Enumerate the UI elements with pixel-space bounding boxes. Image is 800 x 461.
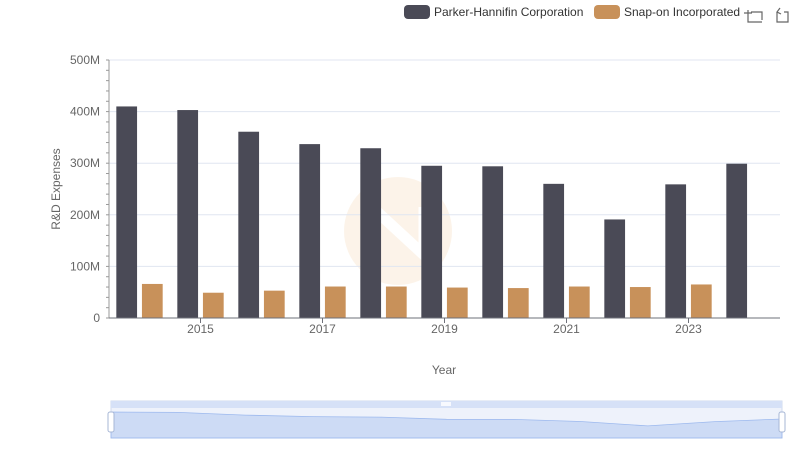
bar-parker-hannifin (665, 184, 687, 318)
bar-snap-on (324, 286, 346, 318)
bar-snap-on (385, 286, 407, 318)
bar-snap-on (629, 287, 651, 318)
y-tick-label: 500M (70, 53, 100, 67)
y-tick-label: 200M (70, 208, 100, 222)
bar-snap-on (202, 292, 224, 318)
y-tick-label: 100M (70, 259, 100, 273)
x-tick-label: 2019 (431, 322, 458, 336)
x-tick-label: 2021 (553, 322, 580, 336)
bar-parker-hannifin (726, 163, 748, 318)
bar-snap-on (507, 288, 529, 318)
slider-drag-handle (441, 402, 451, 406)
bar-parker-hannifin (421, 165, 443, 318)
y-tick-label: 300M (70, 156, 100, 170)
bars (116, 106, 748, 318)
bar-parker-hannifin (177, 110, 199, 318)
y-tick-label: 400M (70, 105, 100, 119)
x-tick-label: 2023 (675, 322, 702, 336)
restore-icon[interactable] (776, 7, 789, 23)
bar-parker-hannifin (299, 144, 321, 318)
bar-snap-on (690, 284, 712, 318)
x-tick-label: 2015 (187, 322, 214, 336)
y-tick-label: 0 (93, 311, 100, 325)
legend-swatch-parker (404, 5, 430, 19)
legend-label-parker: Parker-Hannifin Corporation (434, 5, 583, 19)
zoom-select-icon[interactable] (744, 10, 763, 23)
bar-snap-on (141, 283, 163, 318)
bar-snap-on (446, 287, 468, 318)
bar-snap-on (568, 286, 590, 318)
x-tick-label: 2017 (309, 322, 336, 336)
legend-label-snapon: Snap-on Incorporated (624, 5, 740, 19)
slider-handle-right (778, 411, 786, 433)
bar-parker-hannifin (360, 148, 382, 318)
bar-parker-hannifin (543, 183, 565, 318)
legend-swatch-snapon (594, 5, 620, 19)
bar-parker-hannifin (482, 166, 504, 318)
bar-parker-hannifin (238, 131, 260, 318)
slider-preview-area (110, 411, 783, 439)
data-zoom-slider[interactable] (107, 400, 786, 439)
slider-handle-left (107, 411, 115, 433)
y-axis-title: R&D Expenses (49, 148, 63, 229)
bar-parker-hannifin (604, 219, 626, 318)
x-axis-title: Year (432, 363, 456, 377)
bar-snap-on (263, 290, 285, 318)
legend[interactable]: Parker-Hannifin Corporation Snap-on Inco… (404, 5, 740, 19)
axes: 0 100M 200M 300M 400M 500M 2015 2017 2019 2021 202… (70, 53, 780, 336)
bar-parker-hannifin (116, 106, 138, 318)
